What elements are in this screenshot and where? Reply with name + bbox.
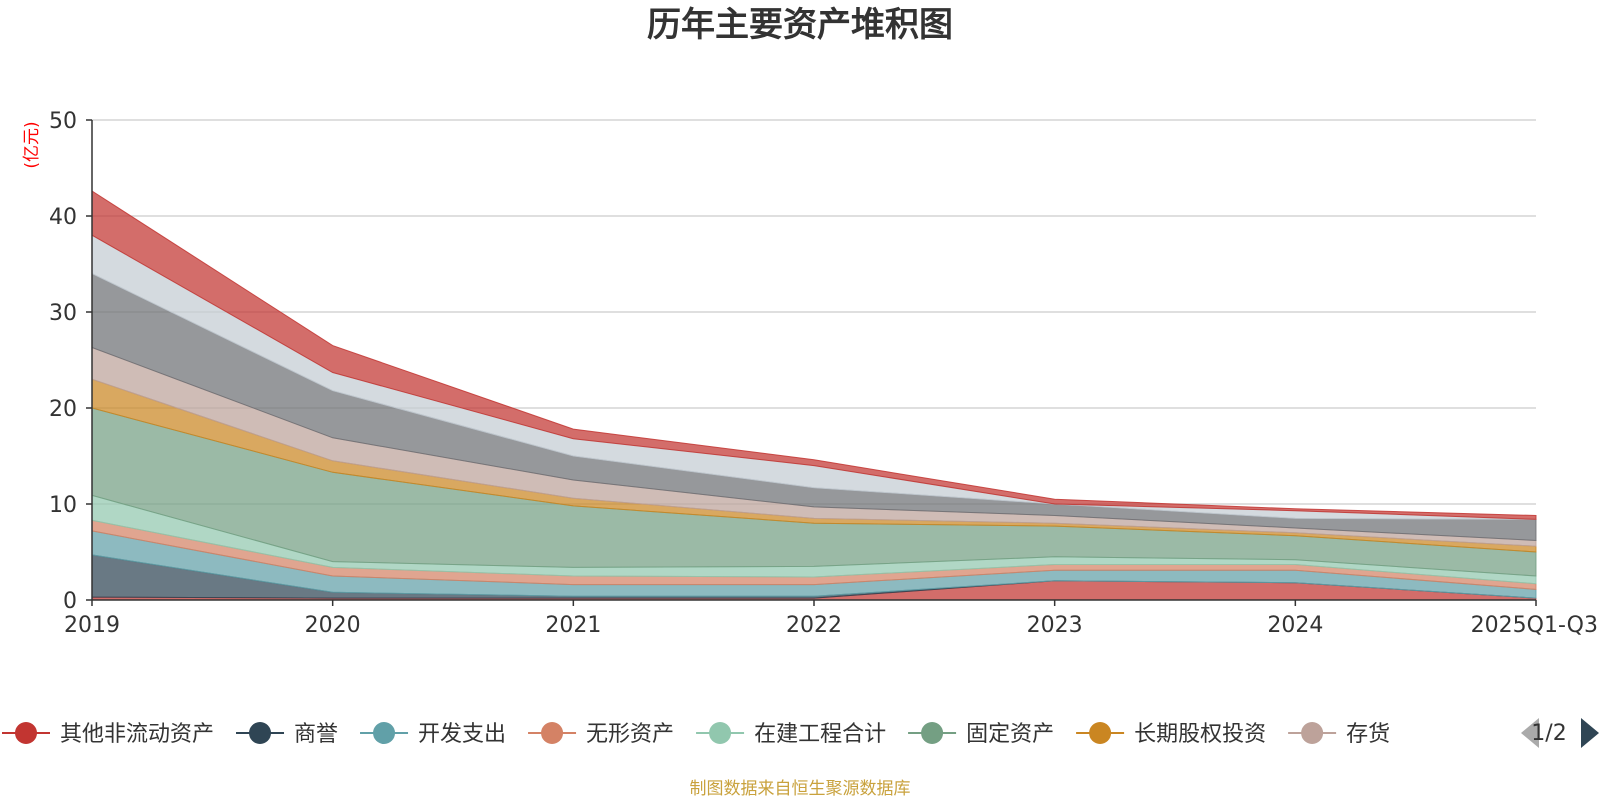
- source-note: 制图数据来自恒生聚源数据库: [690, 779, 911, 799]
- x-tick-label: 2019: [64, 613, 120, 638]
- legend-page-indicator: 1/2: [1531, 721, 1566, 746]
- legend[interactable]: 其他非流动资产 商誉 开发支出 无形资产 在建工程合计 固定资产 长期股权投资 存货: [2, 722, 1390, 747]
- legend-pager: 1/2: [1521, 718, 1599, 748]
- legend-label: 存货: [1346, 722, 1390, 747]
- x-tick-label: 2023: [1027, 613, 1083, 638]
- legend-marker-icon: [1089, 722, 1112, 744]
- legend-item[interactable]: 长期股权投资: [1076, 722, 1266, 747]
- legend-item[interactable]: 存货: [1288, 722, 1390, 747]
- legend-item[interactable]: 开发支出: [360, 722, 506, 747]
- legend-label: 其他非流动资产: [60, 722, 214, 747]
- legend-marker-icon: [709, 722, 732, 744]
- area-series: [91, 190, 1537, 601]
- y-tick-label: 0: [63, 589, 77, 614]
- legend-label: 开发支出: [418, 722, 506, 747]
- legend-item[interactable]: 在建工程合计: [696, 722, 886, 747]
- y-tick-label: 10: [49, 493, 77, 518]
- axes: 0 10 20 30 40 50 2019 2020 2021 2022 2023 2024 2025Q…: [49, 109, 1598, 638]
- legend-label: 无形资产: [586, 722, 674, 747]
- legend-label: 长期股权投资: [1134, 722, 1266, 747]
- legend-label: 固定资产: [966, 722, 1054, 747]
- legend-item[interactable]: 固定资产: [908, 722, 1054, 747]
- legend-item[interactable]: 无形资产: [528, 722, 674, 747]
- legend-next-icon[interactable]: [1581, 718, 1599, 748]
- y-tick-label: 30: [49, 301, 77, 326]
- area-series-11: [91, 190, 1537, 520]
- legend-marker-icon: [1301, 722, 1324, 744]
- legend-label: 商誉: [294, 722, 338, 747]
- x-tick-label: 2022: [786, 613, 842, 638]
- x-tick-label: 2025Q1-Q3: [1471, 613, 1598, 638]
- legend-item[interactable]: 其他非流动资产: [2, 722, 214, 747]
- x-tick-label: 2020: [305, 613, 361, 638]
- legend-item[interactable]: 商誉: [236, 722, 338, 747]
- legend-label: 在建工程合计: [754, 722, 886, 747]
- legend-marker-icon: [921, 722, 944, 744]
- x-tick-label: 2021: [545, 613, 601, 638]
- x-tick-label: 2024: [1267, 613, 1323, 638]
- legend-prev-icon[interactable]: [1521, 718, 1539, 748]
- legend-marker-icon: [541, 722, 564, 744]
- legend-marker-icon: [15, 722, 37, 744]
- chart-title: 历年主要资产堆积图: [647, 5, 953, 45]
- legend-marker-icon: [249, 722, 272, 744]
- y-tick-label: 20: [49, 397, 77, 422]
- y-tick-label: 50: [49, 109, 77, 134]
- legend-marker-icon: [373, 722, 396, 744]
- y-axis-unit: (亿元): [22, 121, 42, 168]
- y-tick-label: 40: [49, 205, 77, 230]
